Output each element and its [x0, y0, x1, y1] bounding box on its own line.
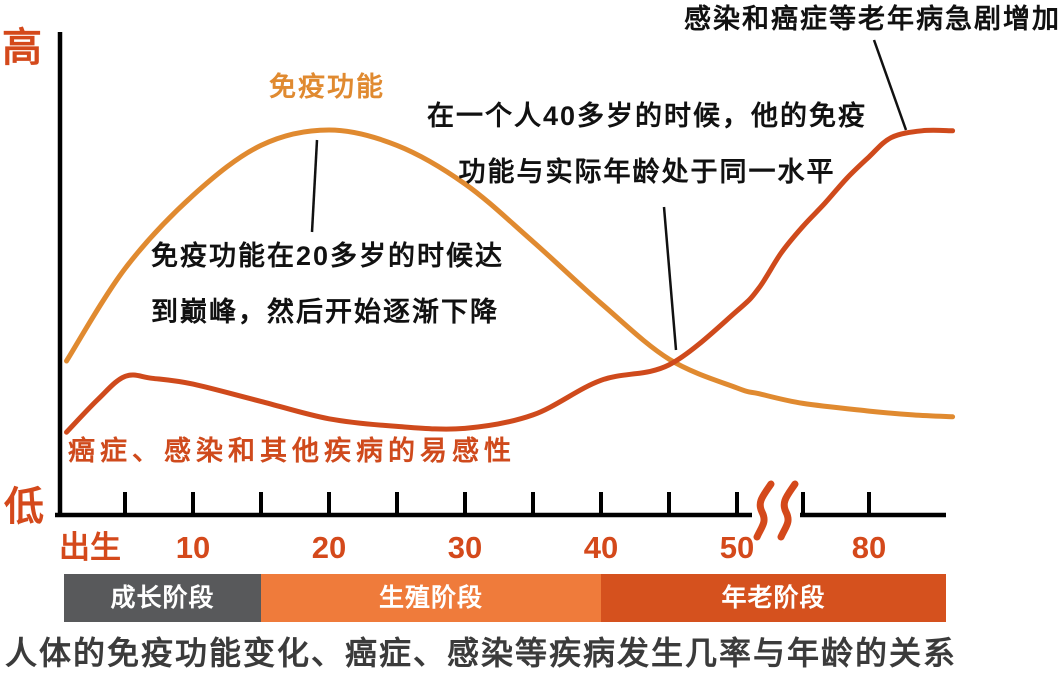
annotation-midlife-crossover-line2: 功能与实际年龄处于同一水平 — [458, 157, 836, 187]
stage-band-growth: 成长阶段 — [64, 574, 261, 622]
y-axis-low-label: 低 — [4, 485, 44, 529]
stage-band-reproductive: 生殖阶段 — [261, 574, 601, 622]
y-axis-high-label: 高 — [2, 26, 42, 70]
chart-caption: 人体的免疫功能变化、癌症、感染等疾病发生几率与年龄的关系 — [5, 635, 958, 671]
x-tick-label: 10 — [175, 530, 211, 565]
annotation-immune-peak: 免疫功能在20多岁的时候达 到巅峰，然后开始逐渐下降 — [151, 228, 504, 340]
peak-leader-line — [310, 139, 319, 233]
susceptibility-curve-label: 癌症、感染和其他疾病的易感性 — [68, 436, 516, 466]
stage-band-label: 成长阶段 — [110, 583, 215, 612]
stage-band-label: 年老阶段 — [721, 583, 826, 612]
midlife-leader-line — [662, 206, 678, 351]
annotation-midlife-crossover: 在一个人40多岁的时候，他的免疫 功能与实际年龄处于同一水平 — [427, 88, 867, 200]
immune-curve-label: 免疫功能 — [269, 72, 385, 102]
x-tick-label: 50 — [719, 530, 755, 565]
x-tick-label: 20 — [311, 530, 347, 565]
immune-function-curve — [64, 127, 956, 420]
axis-break-squiggle-icon — [753, 480, 775, 541]
life-stage-bands: 成长阶段 生殖阶段 年老阶段 — [0, 574, 1064, 622]
x-tick-labels: 出生 10 20 30 40 50 80 — [0, 530, 1064, 564]
x-tick-label: 30 — [447, 530, 483, 565]
stage-band-old-age: 年老阶段 — [601, 574, 946, 622]
annotation-immune-peak-line2: 到巅峰，然后开始逐渐下降 — [151, 297, 499, 327]
x-tick-label: 出生 — [59, 530, 121, 565]
x-tick-label: 80 — [851, 530, 887, 565]
annotation-midlife-crossover-line1: 在一个人40多岁的时候，他的免疫 — [426, 101, 868, 131]
x-tick-label: 40 — [583, 530, 619, 565]
susceptibility-curve — [64, 127, 956, 435]
axis-break-squiggle-icon — [777, 480, 799, 541]
stage-band-label: 生殖阶段 — [378, 583, 483, 612]
oldage-leader-line — [872, 39, 908, 131]
annotation-immune-peak-line1: 免疫功能在20多岁的时候达 — [151, 241, 505, 271]
annotation-oldage-disease: 感染和癌症等老年病急剧增加 — [684, 4, 1061, 34]
